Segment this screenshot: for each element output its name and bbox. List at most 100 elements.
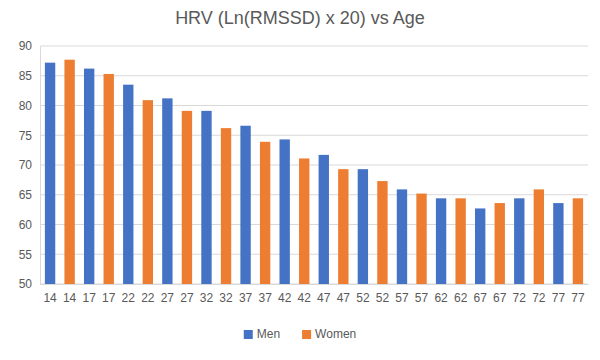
x-tick-label: 67	[493, 291, 507, 305]
x-tick: 42	[298, 284, 312, 305]
bar	[416, 194, 426, 284]
grid-line	[40, 224, 588, 225]
grid-line	[40, 135, 588, 136]
x-tick-label: 42	[298, 291, 312, 305]
x-tick: 67	[493, 284, 507, 305]
x-tick: 32	[219, 284, 233, 305]
legend-swatch	[302, 330, 311, 339]
x-tick-label: 14	[63, 291, 77, 305]
y-tick-label: 85	[19, 69, 33, 83]
x-tick: 77	[552, 284, 566, 305]
x-tick: 72	[532, 284, 546, 305]
grid-line	[40, 75, 588, 76]
x-tick-label: 72	[532, 291, 546, 305]
x-tick: 77	[571, 284, 585, 305]
y-tick-label: 70	[19, 158, 33, 172]
bar	[553, 203, 563, 284]
x-tick: 17	[102, 284, 116, 305]
y-tick: 90	[19, 39, 40, 53]
y-tick-label: 90	[19, 39, 33, 53]
x-tick-label: 57	[395, 291, 409, 305]
x-tick: 22	[122, 284, 136, 305]
x-tick: 47	[337, 284, 351, 305]
x-tick-label: 77	[552, 291, 566, 305]
legend-item: Women	[302, 327, 356, 341]
x-tick: 57	[395, 284, 409, 305]
bar	[495, 203, 505, 284]
bar	[143, 100, 153, 284]
bar	[455, 198, 465, 284]
x-tick: 42	[278, 284, 292, 305]
bar	[397, 189, 407, 284]
bar	[573, 198, 583, 284]
y-axis-line	[40, 47, 41, 285]
bar	[240, 126, 250, 284]
grid-line	[40, 254, 588, 255]
x-tick: 47	[317, 284, 331, 305]
y-axis: 505560657075808590	[19, 39, 41, 291]
bar	[319, 155, 329, 284]
bar	[162, 98, 172, 284]
y-tick-label: 65	[19, 188, 33, 202]
grid-line	[40, 284, 588, 285]
x-tick: 72	[513, 284, 527, 305]
x-axis: 1414171722222727323237374242474752525757…	[41, 284, 589, 305]
title: HRV (Ln(RMSSD) x 20) vs Age	[175, 8, 425, 28]
y-tick-label: 50	[19, 277, 33, 291]
x-tick: 32	[200, 284, 214, 305]
y-tick: 80	[19, 99, 40, 113]
legend: Men Women	[244, 327, 356, 341]
bar	[123, 85, 133, 284]
x-tick: 57	[415, 284, 429, 305]
bar	[338, 169, 348, 284]
chart: HRV (Ln(RMSSD) x 20) vs Age5055606570758…	[0, 0, 600, 360]
bar	[182, 111, 192, 284]
x-tick-label: 32	[219, 291, 233, 305]
bar	[45, 63, 55, 284]
x-tick: 62	[434, 284, 448, 305]
y-tick: 85	[19, 69, 40, 83]
y-tick-label: 80	[19, 99, 33, 113]
x-axis-line	[41, 284, 589, 285]
legend-label: Women	[315, 327, 356, 341]
bar	[201, 111, 211, 284]
x-tick-label: 62	[454, 291, 468, 305]
bar	[64, 60, 74, 284]
grid-line	[40, 46, 588, 47]
bar	[436, 198, 446, 284]
y-tick: 50	[19, 277, 40, 291]
plot: 5055606570758085901414171722222727323237…	[19, 39, 589, 304]
grid	[40, 46, 588, 284]
bar	[358, 169, 368, 284]
x-tick-label: 77	[571, 291, 585, 305]
x-tick-label: 37	[239, 291, 253, 305]
bar	[104, 74, 114, 284]
bar	[260, 142, 270, 284]
x-tick: 52	[376, 284, 390, 305]
grid-line	[40, 105, 588, 106]
x-tick-label: 62	[434, 291, 448, 305]
x-tick: 67	[473, 284, 487, 305]
y-tick: 60	[19, 218, 40, 232]
x-tick-label: 17	[102, 291, 116, 305]
y-tick-label: 60	[19, 218, 33, 232]
x-tick: 22	[141, 284, 155, 305]
legend-swatch	[244, 330, 253, 339]
x-tick: 17	[82, 284, 96, 305]
x-tick-label: 22	[141, 291, 155, 305]
x-tick-label: 42	[278, 291, 292, 305]
legend-item: Men	[244, 327, 280, 341]
grid-line	[40, 194, 588, 195]
y-tick: 70	[19, 158, 40, 172]
x-tick: 27	[161, 284, 175, 305]
x-tick-label: 72	[513, 291, 527, 305]
x-tick: 37	[258, 284, 272, 305]
x-tick-label: 27	[161, 291, 175, 305]
x-tick: 37	[239, 284, 253, 305]
grid-line	[40, 165, 588, 166]
x-tick-label: 27	[180, 291, 194, 305]
x-tick: 14	[63, 284, 77, 305]
bars	[45, 60, 583, 284]
x-tick-label: 57	[415, 291, 429, 305]
y-tick-label: 55	[19, 248, 33, 262]
